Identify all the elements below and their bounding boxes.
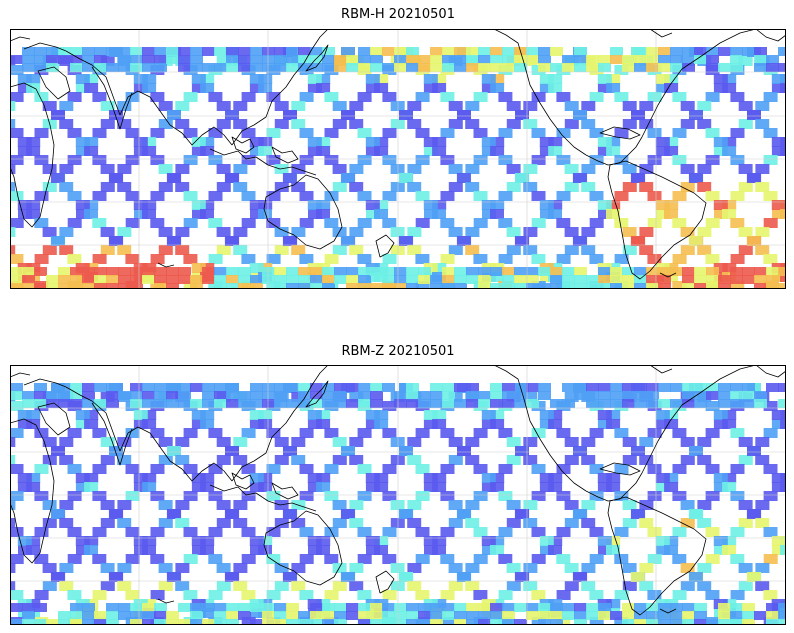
swath-layer-top bbox=[10, 47, 786, 289]
map-frame-bottom bbox=[10, 365, 786, 625]
panel-title-top: RBM-H 20210501 bbox=[341, 7, 455, 22]
coastlines-top bbox=[10, 29, 786, 280]
gridlines-top bbox=[10, 29, 786, 289]
gridlines-bottom bbox=[10, 365, 786, 625]
map-frame-top bbox=[10, 29, 786, 289]
map-panel-bottom bbox=[10, 365, 786, 625]
swath-layer-bottom bbox=[10, 383, 786, 625]
panel-title-bottom: RBM-Z 20210501 bbox=[341, 344, 455, 359]
coastlines-bottom bbox=[10, 365, 786, 616]
map-panel-top bbox=[10, 29, 786, 289]
